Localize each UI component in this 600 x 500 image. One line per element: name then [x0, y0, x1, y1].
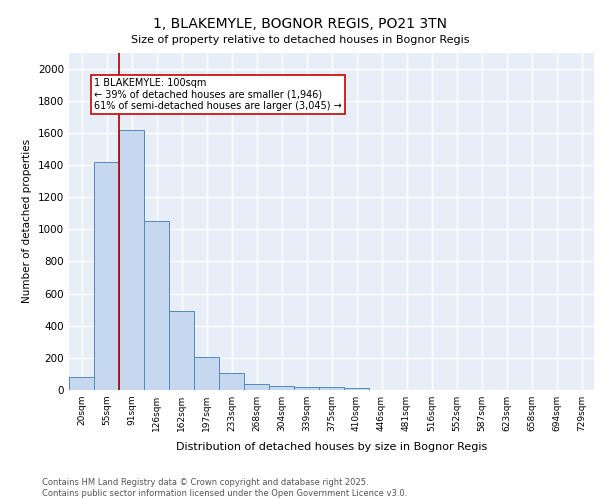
Bar [94, 162, 119, 390]
Text: 1 BLAKEMYLE: 100sqm
← 39% of detached houses are smaller (1,946)
61% of semi-det: 1 BLAKEMYLE: 100sqm ← 39% of detached ho… [94, 78, 342, 112]
Text: 1, BLAKEMYLE, BOGNOR REGIS, PO21 3TN: 1, BLAKEMYLE, BOGNOR REGIS, PO21 3TN [153, 18, 447, 32]
Bar [294, 387, 319, 390]
Text: Size of property relative to detached houses in Bognor Regis: Size of property relative to detached ho… [131, 35, 469, 45]
Bar [219, 373, 244, 390]
Text: Contains HM Land Registry data © Crown copyright and database right 2025.
Contai: Contains HM Land Registry data © Crown c… [42, 478, 407, 498]
Bar [169, 311, 194, 390]
Bar [244, 384, 269, 390]
Bar [194, 357, 219, 390]
Bar [69, 377, 94, 390]
X-axis label: Distribution of detached houses by size in Bognor Regis: Distribution of detached houses by size … [176, 442, 487, 452]
Bar [144, 221, 169, 390]
Bar [269, 386, 294, 390]
Bar [344, 388, 369, 390]
Y-axis label: Number of detached properties: Number of detached properties [22, 139, 32, 304]
Bar [319, 387, 344, 390]
Bar [119, 130, 144, 390]
